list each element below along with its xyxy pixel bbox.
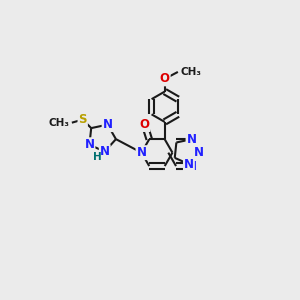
Text: O: O [140,118,150,131]
Text: N: N [187,160,196,172]
Text: H: H [93,152,102,162]
Text: N: N [103,118,112,131]
Text: N: N [194,146,204,159]
Text: N: N [136,146,146,159]
Text: CH₃: CH₃ [49,118,70,128]
Text: N: N [187,133,196,146]
Text: N: N [100,145,110,158]
Text: CH₃: CH₃ [180,67,201,77]
Text: S: S [78,113,87,126]
Text: O: O [160,72,170,86]
Text: N: N [84,138,94,151]
Text: N: N [184,158,194,171]
